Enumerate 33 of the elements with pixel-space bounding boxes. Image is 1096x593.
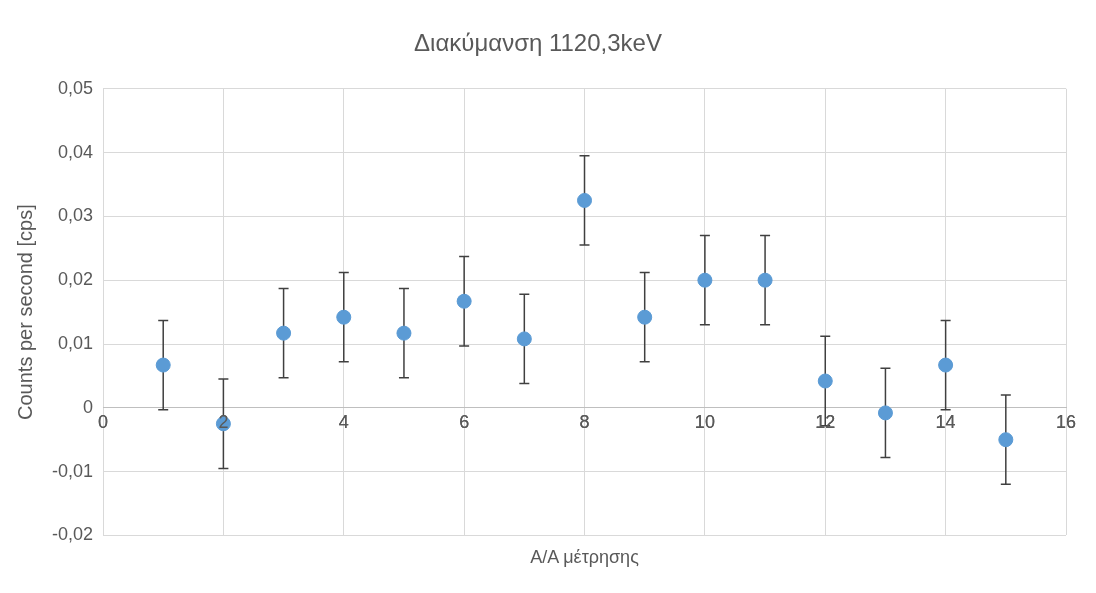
point <box>757 272 773 288</box>
y-tick-label: 0,01 <box>57 332 94 353</box>
chart-title: Διακύμανση 1120,3keV <box>414 29 662 57</box>
x-tick-label: 6 <box>459 411 470 432</box>
point <box>817 373 833 389</box>
x-tick-label: 8 <box>579 411 590 432</box>
x-tick-label: 16 <box>1055 411 1077 432</box>
y-tick-label: 0 <box>83 396 94 417</box>
x-tick-label: 2 <box>218 411 229 432</box>
y-tick-label: -0,02 <box>52 524 94 545</box>
y-tick-label: 0,05 <box>57 77 94 98</box>
point <box>697 272 713 288</box>
point <box>276 325 292 341</box>
y-tick-label: 0,03 <box>57 205 94 226</box>
point <box>336 309 352 325</box>
x-tick-label: 0 <box>98 411 109 432</box>
point <box>637 309 653 325</box>
point <box>516 331 532 347</box>
x-tick-label: 10 <box>694 411 715 432</box>
x-axis-title: Α/Α μέτρησης <box>530 547 640 568</box>
y-axis-title: Counts per second [cps] <box>13 204 36 420</box>
y-tick-label: 0,02 <box>57 269 94 290</box>
point <box>577 192 593 208</box>
x-tick-label: 4 <box>338 411 349 432</box>
x-tick-label: 14 <box>935 411 956 432</box>
point <box>877 405 893 421</box>
y-tick-label: 0,04 <box>57 141 94 162</box>
point <box>998 432 1014 448</box>
point <box>456 293 472 309</box>
point <box>396 325 412 341</box>
y-tick-label: -0,01 <box>52 460 94 481</box>
point <box>938 357 954 373</box>
point <box>155 357 171 373</box>
